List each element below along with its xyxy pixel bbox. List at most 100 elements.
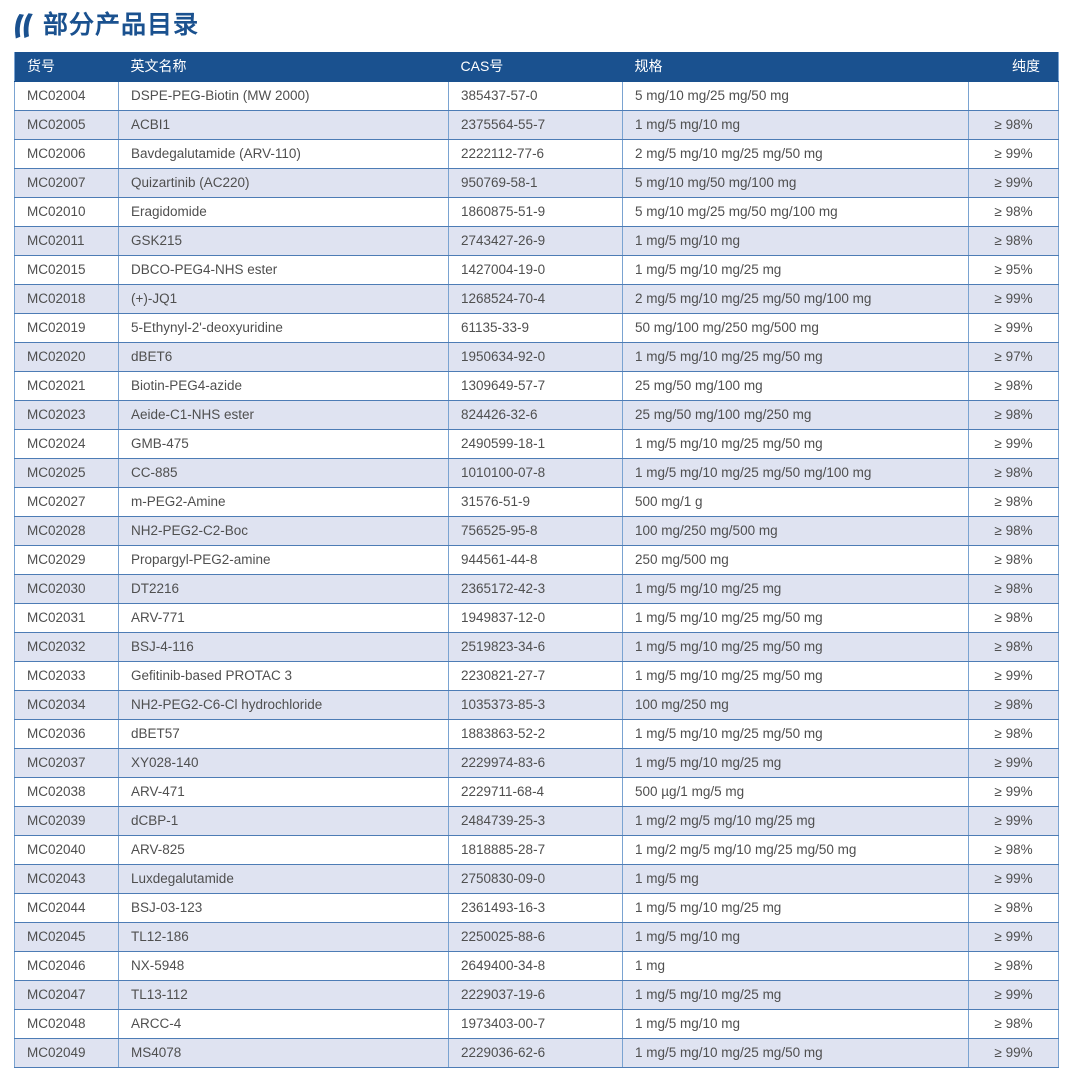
purity-cell: ≥ 99%	[968, 139, 1059, 169]
spec-cell: 1 mg/5 mg/10 mg/25 mg/50 mg	[622, 632, 969, 662]
spec-cell: 1 mg/5 mg/10 mg/25 mg/50 mg/100 mg	[622, 458, 969, 488]
english-name-cell: XY028-140	[118, 748, 449, 778]
purity-cell: ≥ 98%	[968, 632, 1059, 662]
table-row: MC02038 ARV-471 2229711-68-4 500 µg/1 mg/5 …	[14, 777, 1059, 807]
spec-cell: 1 mg/5 mg/10 mg	[622, 110, 969, 140]
cas-cell: 950769-58-1	[448, 168, 623, 198]
item-code-cell: MC02005	[14, 110, 119, 140]
purity-cell: ≥ 98%	[968, 458, 1059, 488]
purity-cell: ≥ 98%	[968, 603, 1059, 633]
english-name-cell: Propargyl-PEG2-amine	[118, 545, 449, 575]
english-name-cell: dCBP-1	[118, 806, 449, 836]
cas-cell: 1973403-00-7	[448, 1009, 623, 1039]
purity-cell	[968, 81, 1059, 111]
cas-cell: 756525-95-8	[448, 516, 623, 546]
item-code-cell: MC02011	[14, 226, 119, 256]
cas-cell: 2361493-16-3	[448, 893, 623, 923]
cas-cell: 2519823-34-6	[448, 632, 623, 662]
cas-cell: 61135-33-9	[448, 313, 623, 343]
item-code-cell: MC02039	[14, 806, 119, 836]
purity-cell: ≥ 98%	[968, 951, 1059, 981]
table-row: MC02036 dBET57 1883863-52-2 1 mg/5 mg/10 mg…	[14, 719, 1059, 749]
purity-cell: ≥ 98%	[968, 487, 1059, 517]
table-row: MC02043 Luxdegalutamide 2750830-09-0 1 mg/5…	[14, 864, 1059, 894]
page-title: 部分产品目录	[43, 11, 200, 40]
purity-cell: ≥ 98%	[968, 690, 1059, 720]
item-code-cell: MC02010	[14, 197, 119, 227]
table-row: MC02048 ARCC-4 1973403-00-7 1 mg/5 mg/10 mg…	[14, 1009, 1059, 1039]
item-code-cell: MC02049	[14, 1038, 119, 1068]
spec-cell: 1 mg/5 mg/10 mg/25 mg/50 mg	[622, 1038, 969, 1068]
item-code-cell: MC02023	[14, 400, 119, 430]
product-catalog-table: 货号 英文名称 CAS号 规格 纯度 MC02004 DSPE-PEG-Bioti…	[14, 52, 1059, 1068]
english-name-cell: 5-Ethynyl-2'-deoxyuridine	[118, 313, 449, 343]
spec-cell: 5 mg/10 mg/50 mg/100 mg	[622, 168, 969, 198]
item-code-cell: MC02037	[14, 748, 119, 778]
english-name-cell: ARV-471	[118, 777, 449, 807]
cas-cell: 1268524-70-4	[448, 284, 623, 314]
english-name-cell: Luxdegalutamide	[118, 864, 449, 894]
cas-cell: 1883863-52-2	[448, 719, 623, 749]
purity-cell: ≥ 99%	[968, 313, 1059, 343]
table-row: MC02044 BSJ-03-123 2361493-16-3 1 mg/5 mg/1…	[14, 893, 1059, 923]
english-name-cell: Bavdegalutamide (ARV-110)	[118, 139, 449, 169]
english-name-cell: NH2-PEG2-C2-Boc	[118, 516, 449, 546]
cas-cell: 2229036-62-6	[448, 1038, 623, 1068]
spec-cell: 1 mg	[622, 951, 969, 981]
english-name-cell: dBET57	[118, 719, 449, 749]
cas-cell: 1427004-19-0	[448, 255, 623, 285]
spec-cell: 1 mg/5 mg	[622, 864, 969, 894]
column-header-item-code: 货号	[14, 52, 119, 82]
item-code-cell: MC02032	[14, 632, 119, 662]
english-name-cell: GMB-475	[118, 429, 449, 459]
table-row: MC02047 TL13-112 2229037-19-6 1 mg/5 mg/10 …	[14, 980, 1059, 1010]
table-row: MC02027 m-PEG2-Amine 31576-51-9 500 mg/1 g ≥…	[14, 487, 1059, 517]
purity-cell: ≥ 99%	[968, 748, 1059, 778]
spec-cell: 1 mg/5 mg/10 mg/25 mg	[622, 748, 969, 778]
cas-cell: 385437-57-0	[448, 81, 623, 111]
purity-cell: ≥ 98%	[968, 110, 1059, 140]
cas-cell: 824426-32-6	[448, 400, 623, 430]
english-name-cell: m-PEG2-Amine	[118, 487, 449, 517]
spec-cell: 1 mg/2 mg/5 mg/10 mg/25 mg	[622, 806, 969, 836]
spec-cell: 1 mg/5 mg/10 mg/25 mg/50 mg	[622, 342, 969, 372]
cas-cell: 1949837-12-0	[448, 603, 623, 633]
spec-cell: 500 mg/1 g	[622, 487, 969, 517]
cas-cell: 2250025-88-6	[448, 922, 623, 952]
english-name-cell: DSPE-PEG-Biotin (MW 2000)	[118, 81, 449, 111]
column-header-purity: 纯度	[968, 52, 1059, 82]
item-code-cell: MC02047	[14, 980, 119, 1010]
english-name-cell: NX-5948	[118, 951, 449, 981]
spec-cell: 1 mg/2 mg/5 mg/10 mg/25 mg/50 mg	[622, 835, 969, 865]
english-name-cell: Quizartinib (AC220)	[118, 168, 449, 198]
spec-cell: 1 mg/5 mg/10 mg	[622, 226, 969, 256]
cas-cell: 2222112-77-6	[448, 139, 623, 169]
table-row: MC02049 MS4078 2229036-62-6 1 mg/5 mg/10 mg…	[14, 1038, 1059, 1068]
purity-cell: ≥ 99%	[968, 284, 1059, 314]
item-code-cell: MC02004	[14, 81, 119, 111]
english-name-cell: ARCC-4	[118, 1009, 449, 1039]
table-body: MC02004 DSPE-PEG-Biotin (MW 2000) 385437-5…	[14, 81, 1059, 1068]
purity-cell: ≥ 99%	[968, 980, 1059, 1010]
cas-cell: 2229037-19-6	[448, 980, 623, 1010]
table-row: MC02031 ARV-771 1949837-12-0 1 mg/5 mg/10 m…	[14, 603, 1059, 633]
item-code-cell: MC02029	[14, 545, 119, 575]
english-name-cell: TL13-112	[118, 980, 449, 1010]
table-row: MC02040 ARV-825 1818885-28-7 1 mg/2 mg/5 mg…	[14, 835, 1059, 865]
cas-cell: 31576-51-9	[448, 487, 623, 517]
item-code-cell: MC02018	[14, 284, 119, 314]
purity-cell: ≥ 98%	[968, 197, 1059, 227]
cas-cell: 2490599-18-1	[448, 429, 623, 459]
english-name-cell: CC-885	[118, 458, 449, 488]
table-row: MC02030 DT2216 2365172-42-3 1 mg/5 mg/10 mg…	[14, 574, 1059, 604]
purity-cell: ≥ 98%	[968, 893, 1059, 923]
item-code-cell: MC02031	[14, 603, 119, 633]
table-row: MC02025 CC-885 1010100-07-8 1 mg/5 mg/10 mg…	[14, 458, 1059, 488]
item-code-cell: MC02030	[14, 574, 119, 604]
item-code-cell: MC02045	[14, 922, 119, 952]
english-name-cell: ACBI1	[118, 110, 449, 140]
item-code-cell: MC02027	[14, 487, 119, 517]
english-name-cell: Aeide-C1-NHS ester	[118, 400, 449, 430]
spec-cell: 5 mg/10 mg/25 mg/50 mg/100 mg	[622, 197, 969, 227]
